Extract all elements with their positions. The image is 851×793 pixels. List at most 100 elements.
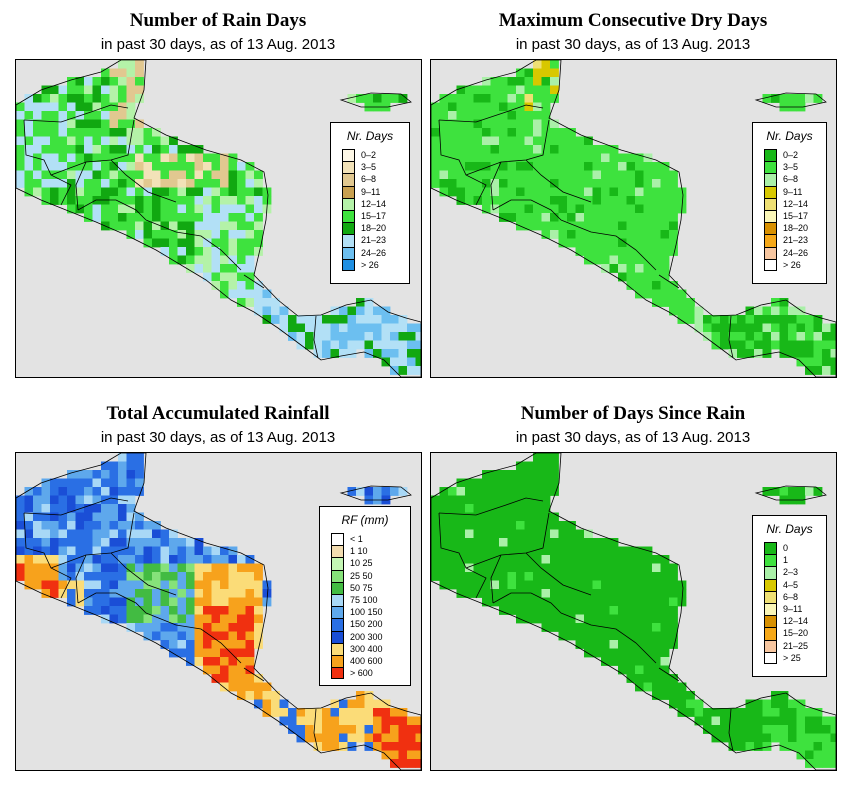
grid-cell (601, 145, 610, 154)
grid-cell (101, 606, 110, 615)
grid-cell (788, 742, 797, 751)
grid-cell (507, 153, 517, 163)
grid-cell (567, 529, 576, 539)
grid-cell (177, 179, 187, 188)
grid-cell (601, 589, 610, 598)
grid-cell (101, 145, 110, 154)
grid-cell (169, 546, 178, 556)
grid-cell (541, 453, 551, 462)
grid-cell (745, 315, 755, 324)
grid-cell (592, 162, 602, 171)
grid-cell (465, 119, 474, 129)
grid-cell (541, 555, 551, 564)
grid-cell (186, 648, 195, 658)
grid-cell (211, 213, 221, 222)
grid-cell (101, 470, 110, 479)
grid-cell (694, 716, 704, 726)
grid-cell (456, 504, 466, 513)
grid-cell (618, 213, 627, 222)
grid-cell (228, 640, 238, 649)
grid-cell (482, 580, 491, 590)
grid-cell (237, 572, 246, 581)
grid-cell (58, 572, 68, 581)
grid-cell (126, 470, 136, 479)
grid-cell (618, 555, 627, 564)
grid-cell (584, 247, 593, 256)
grid-cell (143, 238, 153, 248)
grid-cell (109, 179, 119, 188)
grid-cell (398, 315, 408, 324)
grid-cell (84, 102, 93, 112)
grid-cell (635, 657, 644, 666)
grid-cell (373, 332, 382, 341)
grid-cell (592, 580, 602, 590)
grid-cell (601, 631, 610, 641)
grid-cell (186, 213, 195, 222)
grid-cell (118, 580, 127, 590)
grid-cell (635, 264, 644, 273)
grid-cell (626, 580, 636, 590)
grid-cell (160, 555, 170, 564)
grid-cell (465, 111, 474, 120)
grid-cell (813, 725, 823, 734)
grid-cell (618, 238, 627, 248)
grid-cell (177, 589, 187, 598)
grid-cell (415, 349, 421, 358)
grid-cell (109, 461, 119, 471)
grid-cell (439, 94, 449, 103)
grid-cell (84, 529, 93, 539)
grid-cell (177, 238, 187, 248)
grid-cell (143, 563, 153, 573)
grid-cell (584, 648, 593, 658)
grid-cell (482, 478, 491, 488)
grid-cell (101, 179, 110, 188)
grid-cell (373, 742, 382, 751)
grid-cell (398, 349, 408, 358)
grid-cell (431, 521, 440, 530)
grid-cell (67, 179, 76, 188)
grid-cell (499, 597, 508, 607)
grid-cell (92, 196, 102, 205)
grid-cell (211, 230, 221, 239)
grid-cell (84, 128, 93, 137)
grid-cell (601, 597, 610, 607)
grid-cell (626, 162, 636, 171)
grid-cell (41, 487, 51, 496)
grid-cell (771, 94, 780, 103)
grid-cell (152, 238, 161, 248)
grid-cell (609, 597, 619, 607)
grid-cell (813, 349, 823, 358)
grid-cell (550, 623, 559, 632)
grid-cell (92, 589, 102, 598)
grid-cell (160, 614, 170, 624)
grid-cell (516, 213, 525, 222)
grid-cell (101, 111, 110, 120)
legend-label: 300 400 (350, 643, 383, 654)
grid-cell (796, 742, 806, 751)
legend-swatch (331, 618, 344, 631)
grid-cell (67, 504, 76, 513)
grid-cell (194, 538, 204, 547)
legend-label: 12–14 (783, 616, 809, 627)
grid-cell (813, 759, 823, 768)
legend-swatch (342, 258, 355, 271)
grid-cell (322, 725, 331, 734)
grid-cell (533, 111, 542, 120)
grid-cell (677, 289, 687, 299)
grid-cell (507, 495, 517, 505)
grid-cell (126, 128, 136, 137)
grid-cell (24, 111, 34, 120)
grid-cell (465, 153, 474, 163)
grid-cell (567, 538, 576, 547)
legend-swatch (764, 234, 777, 247)
grid-cell (58, 521, 68, 530)
grid-cell (50, 529, 59, 539)
grid-cell (194, 238, 204, 248)
grid-cell (720, 708, 729, 717)
grid-cell (135, 179, 144, 188)
grid-cell (456, 538, 466, 547)
grid-cell (245, 213, 255, 222)
grid-cell (186, 187, 195, 197)
grid-cell (245, 298, 255, 307)
grid-cell (728, 733, 738, 743)
